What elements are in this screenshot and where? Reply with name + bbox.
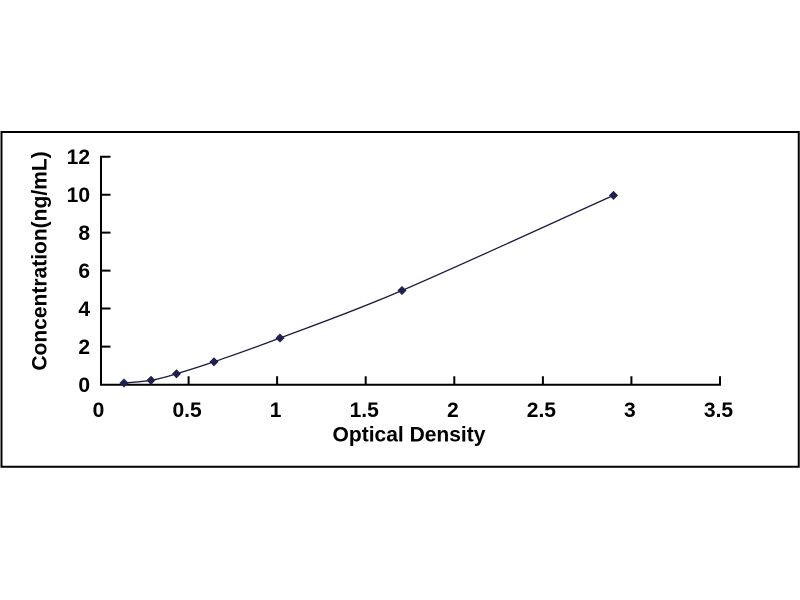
svg-text:2: 2 [447, 399, 459, 422]
svg-text:4: 4 [78, 298, 90, 321]
svg-text:Optical Density: Optical Density [333, 424, 486, 447]
svg-text:2.5: 2.5 [527, 399, 557, 422]
svg-text:8: 8 [78, 222, 90, 245]
svg-text:3: 3 [624, 399, 636, 422]
svg-text:12: 12 [67, 146, 90, 169]
svg-text:0.5: 0.5 [172, 399, 202, 422]
svg-text:6: 6 [78, 260, 90, 283]
svg-text:10: 10 [67, 184, 90, 207]
svg-text:0: 0 [93, 399, 105, 422]
svg-text:3.5: 3.5 [704, 399, 734, 422]
svg-text:0: 0 [78, 374, 90, 397]
svg-text:1: 1 [270, 399, 282, 422]
svg-text:1.5: 1.5 [350, 399, 380, 422]
svg-text:Concentration(ng/mL): Concentration(ng/mL) [29, 151, 52, 370]
svg-text:2: 2 [78, 336, 90, 359]
